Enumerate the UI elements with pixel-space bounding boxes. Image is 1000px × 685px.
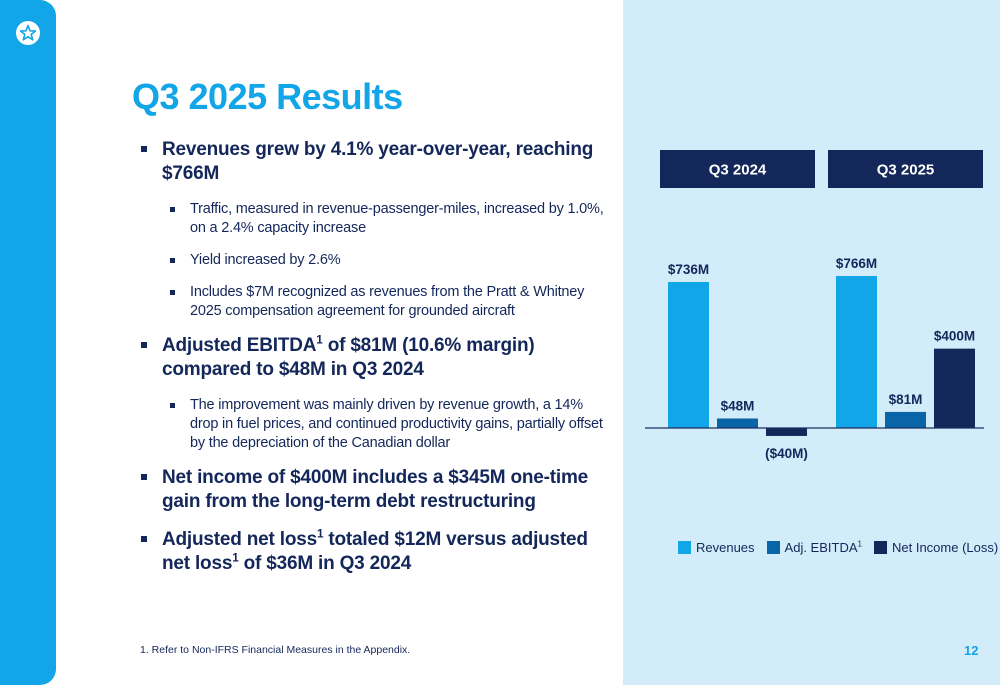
sub-bullet-yield: Yield increased by 2.6% bbox=[140, 251, 610, 270]
side-accent-bar bbox=[0, 0, 56, 685]
ebitda-text-before: Adjusted EBITDA bbox=[162, 335, 317, 356]
bullet-revenues: Revenues grew by 4.1% year-over-year, re… bbox=[140, 138, 610, 186]
bullet-list: Revenues grew by 4.1% year-over-year, re… bbox=[140, 138, 610, 590]
legend-label-adj-ebitda: Adj. EBITDA1 bbox=[785, 540, 862, 555]
data-label-revenues-q3-2025: $766M bbox=[836, 256, 877, 271]
bar-revenues-q3-2024 bbox=[668, 282, 709, 428]
net-loss-text-2: totaled $12M versus adjusted net loss bbox=[162, 529, 588, 574]
legend-label-net-income: Net Income (Loss) bbox=[892, 540, 999, 555]
category-header-q3-2025 bbox=[828, 150, 983, 188]
net-loss-footnote-marker-1: 1 bbox=[316, 527, 324, 541]
bar-adj-ebitda-q3-2024 bbox=[717, 418, 758, 428]
legend-swatch-adj-ebitda bbox=[766, 541, 780, 554]
net-loss-text-1: Adjusted net loss bbox=[162, 529, 317, 550]
page-number: 12 bbox=[964, 643, 979, 658]
legend-swatch-net-income bbox=[874, 541, 887, 554]
ebitda-footnote-marker: 1 bbox=[316, 333, 323, 347]
legend-label-revenues: Revenues bbox=[696, 540, 755, 555]
net-loss-text-3: of $36M in Q3 2024 bbox=[238, 553, 412, 574]
bar-revenues-q3-2025 bbox=[836, 276, 877, 428]
bullet-net-income: Net income of $400M includes a $345M one… bbox=[140, 466, 610, 514]
legend-label-adj-ebitda-text: Adj. EBITDA bbox=[784, 540, 858, 555]
chart-legend: Revenues Adj. EBITDA1 Net Income (Loss) bbox=[678, 540, 998, 555]
bar-adj-ebitda-q3-2025 bbox=[885, 411, 926, 428]
ebitda-text-after: of $81M (10.6% margin) compared to $48M … bbox=[162, 335, 535, 380]
data-label-revenues-q3-2024: $736M bbox=[668, 262, 709, 277]
bar-net-income-loss-q3-2024 bbox=[766, 428, 807, 436]
legend-footnote-marker: 1 bbox=[857, 539, 862, 549]
bar-net-income-loss-q3-2025 bbox=[934, 348, 975, 428]
data-label-net-income-loss-q3-2025: $400M bbox=[934, 329, 975, 344]
page-title: Q3 2025 Results bbox=[132, 76, 403, 117]
sub-bullet-improvement: The improvement was mainly driven by rev… bbox=[140, 396, 610, 453]
results-bar-chart: Q3 2024 $736M $48M ($40M) Q3 2025 $766M $81M $4… bbox=[645, 150, 984, 461]
category-label-q3-2024: Q3 2024 bbox=[709, 162, 767, 179]
data-label-adj-ebitda-q3-2025: $81M bbox=[889, 392, 923, 407]
category-label-q3-2025: Q3 2025 bbox=[877, 162, 935, 179]
data-label-adj-ebitda-q3-2024: $48M bbox=[721, 398, 755, 413]
data-label-net-income-loss-q3-2024: ($40M) bbox=[765, 446, 808, 461]
category-header-q3-2024 bbox=[660, 150, 815, 188]
sub-bullet-traffic: Traffic, measured in revenue-passenger-m… bbox=[140, 200, 610, 238]
sub-bullet-pratt-whitney: Includes $7M recognized as revenues from… bbox=[140, 283, 610, 321]
star-icon bbox=[16, 21, 40, 45]
bullet-adjusted-net-loss: Adjusted net loss1 totaled $12M versus a… bbox=[140, 528, 610, 576]
bullet-adjusted-ebitda: Adjusted EBITDA1 of $81M (10.6% margin) … bbox=[140, 334, 610, 382]
footnote: 1. Refer to Non-IFRS Financial Measures … bbox=[140, 644, 411, 656]
legend-item-net-income: Net Income (Loss) bbox=[874, 540, 998, 555]
net-loss-footnote-marker-2: 1 bbox=[232, 551, 239, 565]
legend-swatch-revenues bbox=[678, 541, 691, 554]
legend-item-revenues: Revenues bbox=[678, 540, 755, 555]
legend-item-adj-ebitda: Adj. EBITDA1 bbox=[766, 540, 862, 555]
